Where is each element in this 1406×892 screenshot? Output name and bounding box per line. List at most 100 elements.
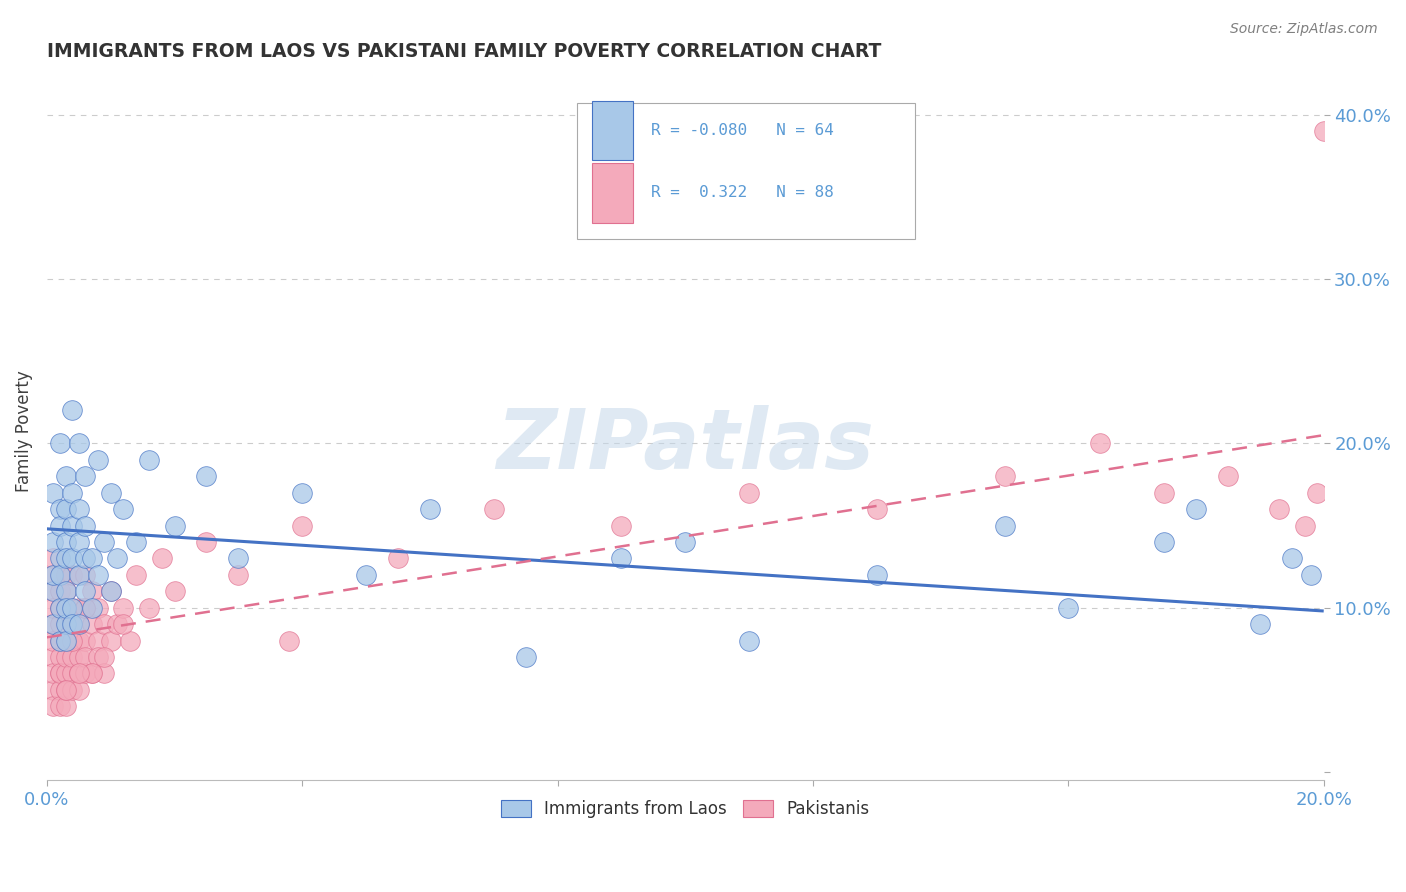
Point — [62, 485, 84, 500]
Point — [105, 617, 128, 632]
Point — [62, 650, 84, 665]
Point — [80, 551, 103, 566]
FancyBboxPatch shape — [592, 101, 633, 160]
Point — [55, 650, 77, 665]
Point — [48, 633, 70, 648]
Point — [112, 600, 135, 615]
Point — [62, 617, 84, 632]
Point — [87, 633, 110, 648]
Point — [100, 485, 122, 500]
Point — [278, 633, 301, 648]
Point — [55, 600, 77, 615]
Point — [42, 666, 65, 681]
Point — [1299, 567, 1322, 582]
Point — [55, 469, 77, 483]
Point — [138, 452, 160, 467]
Point — [42, 600, 65, 615]
Point — [55, 617, 77, 632]
Point — [228, 567, 250, 582]
Point — [55, 617, 77, 632]
Point — [291, 518, 314, 533]
Point — [1268, 502, 1291, 516]
Point — [1057, 600, 1080, 615]
Point — [48, 436, 70, 450]
Point — [67, 436, 90, 450]
Point — [515, 650, 537, 665]
Point — [62, 633, 84, 648]
Point — [42, 584, 65, 599]
Point — [75, 518, 97, 533]
Point — [105, 551, 128, 566]
Point — [75, 469, 97, 483]
Point — [610, 551, 633, 566]
Point — [125, 535, 148, 549]
Point — [48, 567, 70, 582]
Point — [42, 485, 65, 500]
Point — [42, 699, 65, 714]
Point — [42, 584, 65, 599]
Point — [482, 502, 505, 516]
Point — [48, 518, 70, 533]
Point — [228, 551, 250, 566]
Point — [291, 485, 314, 500]
Point — [75, 551, 97, 566]
Point — [75, 567, 97, 582]
Point — [62, 551, 84, 566]
Point — [195, 535, 218, 549]
Point — [673, 535, 696, 549]
Text: Source: ZipAtlas.com: Source: ZipAtlas.com — [1230, 22, 1378, 37]
Point — [87, 567, 110, 582]
Point — [62, 666, 84, 681]
Point — [42, 567, 65, 582]
Point — [55, 567, 77, 582]
Point — [610, 518, 633, 533]
Point — [55, 682, 77, 697]
Point — [993, 518, 1015, 533]
Point — [163, 518, 186, 533]
Point — [42, 650, 65, 665]
Point — [67, 600, 90, 615]
Point — [55, 633, 77, 648]
Point — [42, 551, 65, 566]
Point — [866, 502, 889, 516]
Point — [48, 650, 70, 665]
Point — [55, 584, 77, 599]
Point — [138, 600, 160, 615]
Point — [150, 551, 173, 566]
FancyBboxPatch shape — [576, 103, 915, 239]
Point — [100, 584, 122, 599]
Point — [67, 617, 90, 632]
Point — [419, 502, 441, 516]
Point — [67, 666, 90, 681]
Point — [48, 617, 70, 632]
Point — [67, 567, 90, 582]
Point — [48, 584, 70, 599]
Point — [75, 666, 97, 681]
Point — [118, 633, 141, 648]
Point — [1153, 485, 1175, 500]
Point — [112, 617, 135, 632]
Point — [195, 469, 218, 483]
Point — [55, 584, 77, 599]
Point — [87, 600, 110, 615]
Point — [48, 633, 70, 648]
Point — [125, 567, 148, 582]
Point — [62, 617, 84, 632]
Point — [75, 584, 97, 599]
Point — [67, 502, 90, 516]
Point — [100, 633, 122, 648]
Point — [55, 666, 77, 681]
Point — [62, 403, 84, 417]
FancyBboxPatch shape — [592, 163, 633, 223]
Point — [75, 600, 97, 615]
Point — [80, 617, 103, 632]
Point — [1294, 518, 1316, 533]
Point — [48, 600, 70, 615]
Point — [1185, 502, 1208, 516]
Point — [62, 600, 84, 615]
Point — [1090, 436, 1112, 450]
Point — [93, 617, 115, 632]
Point — [75, 633, 97, 648]
Point — [48, 666, 70, 681]
Point — [55, 682, 77, 697]
